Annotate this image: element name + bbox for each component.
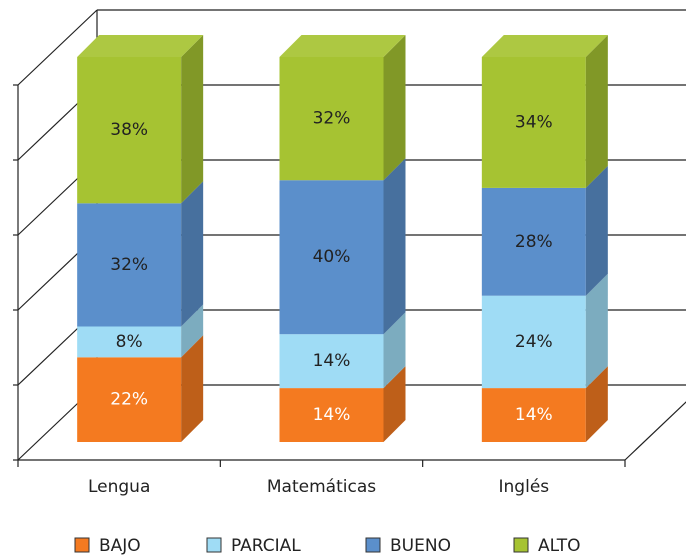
data-label: 14% (515, 405, 553, 425)
bar-side (383, 35, 406, 181)
bar-segment (481, 187, 586, 296)
bar-segment (481, 295, 586, 389)
x-tick-label: Lengua (88, 477, 150, 497)
bar-side (181, 35, 204, 204)
bar-segment (279, 57, 384, 181)
x-tick-label: Inglés (499, 477, 550, 497)
data-label: 8% (116, 332, 143, 352)
legend-swatch (365, 537, 381, 553)
data-label: 40% (313, 247, 351, 267)
bar-side (585, 366, 608, 442)
x-tick-label: Matemáticas (267, 477, 376, 497)
bar-side (181, 181, 204, 327)
legend-label: PARCIAL (231, 536, 301, 556)
bar-side (383, 366, 406, 442)
bar-side (585, 273, 608, 389)
legend-label: ALTO (538, 536, 581, 556)
bar-top (77, 35, 204, 57)
data-label: 34% (515, 112, 553, 132)
legend-swatch (206, 537, 222, 553)
bar-top (279, 35, 406, 57)
bar-side (585, 165, 608, 296)
bar-side (585, 35, 608, 188)
data-label: 32% (313, 109, 351, 129)
data-label: 14% (313, 405, 351, 425)
legend-swatch (74, 537, 90, 553)
legend-label: BAJO (99, 536, 141, 556)
data-label: 24% (515, 332, 553, 352)
data-label: 32% (110, 255, 148, 275)
bar-segment (77, 57, 182, 204)
data-label: 14% (313, 351, 351, 371)
data-label: 28% (515, 232, 553, 252)
data-label: 38% (110, 120, 148, 140)
bar-segment (77, 357, 182, 442)
bar-top (481, 35, 608, 57)
legend-swatch (513, 537, 529, 553)
bar-segment (481, 57, 586, 188)
data-label: 22% (110, 390, 148, 410)
bar-side (383, 158, 406, 335)
bar-segment (279, 334, 384, 389)
bar-side (181, 335, 204, 442)
wall-grid-line (17, 9, 98, 86)
floor-edge (624, 401, 686, 461)
bar-segment (77, 326, 182, 358)
bar-segment (279, 180, 384, 335)
bar-side (181, 304, 204, 358)
legend-label: BUENO (390, 536, 451, 556)
bar-segment (77, 203, 182, 327)
bar-side (383, 312, 406, 389)
bar-segment (481, 388, 586, 442)
bar-segment (279, 388, 384, 442)
